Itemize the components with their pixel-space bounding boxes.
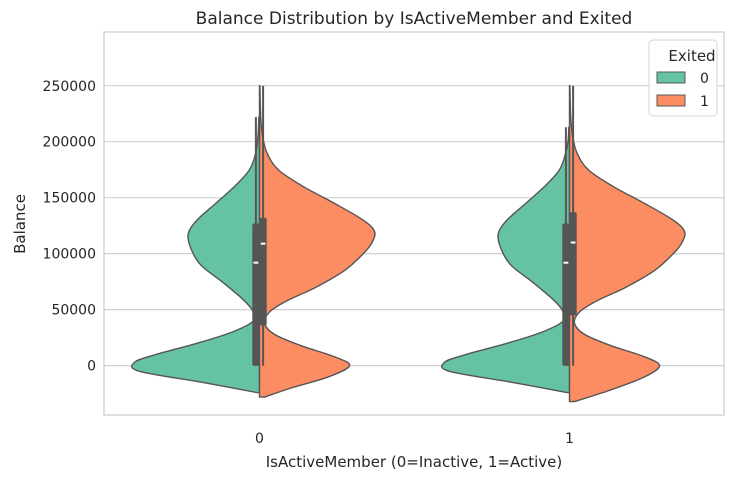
- y-tick-label: 50000: [51, 303, 96, 319]
- y-tick-label: 150000: [43, 191, 96, 207]
- y-axis-label: Balance: [11, 194, 29, 254]
- legend-label-1: 1: [700, 94, 709, 110]
- legend-title: Exited: [668, 47, 715, 65]
- chart-title: Balance Distribution by IsActiveMember a…: [196, 9, 633, 29]
- inner-boxes: [252, 85, 577, 366]
- violin-half-exited-1-active-1: [568, 85, 686, 403]
- legend-swatch-0: [656, 71, 686, 84]
- legend-swatch-1: [656, 94, 686, 107]
- y-tick-label: 250000: [43, 79, 96, 95]
- iqr-box-exited-1-active-0: [259, 217, 267, 326]
- y-tick-labels: 0 50000 100000 150000 200000 250000: [43, 79, 96, 375]
- violin-half-exited-0-active-1: [440, 126, 571, 394]
- x-axis-label: IsActiveMember (0=Inactive, 1=Active): [266, 453, 563, 471]
- y-tick-label: 0: [87, 359, 96, 375]
- legend: Exited 0 1: [648, 39, 718, 117]
- y-tick-label: 200000: [43, 135, 96, 151]
- y-tick-label: 100000: [43, 247, 96, 263]
- iqr-box-exited-0-active-1: [562, 223, 570, 366]
- violin-half-exited-0-active-0: [130, 116, 261, 394]
- violin-half-exited-1-active-0: [258, 85, 376, 398]
- legend-label-0: 0: [700, 71, 709, 87]
- violins: [130, 85, 686, 403]
- plot-frame: [103, 31, 725, 416]
- iqr-box-exited-1-active-1: [569, 212, 577, 316]
- x-tick-label: 0: [255, 431, 264, 447]
- iqr-box-exited-0-active-0: [252, 223, 260, 366]
- x-tick-label: 1: [565, 431, 574, 447]
